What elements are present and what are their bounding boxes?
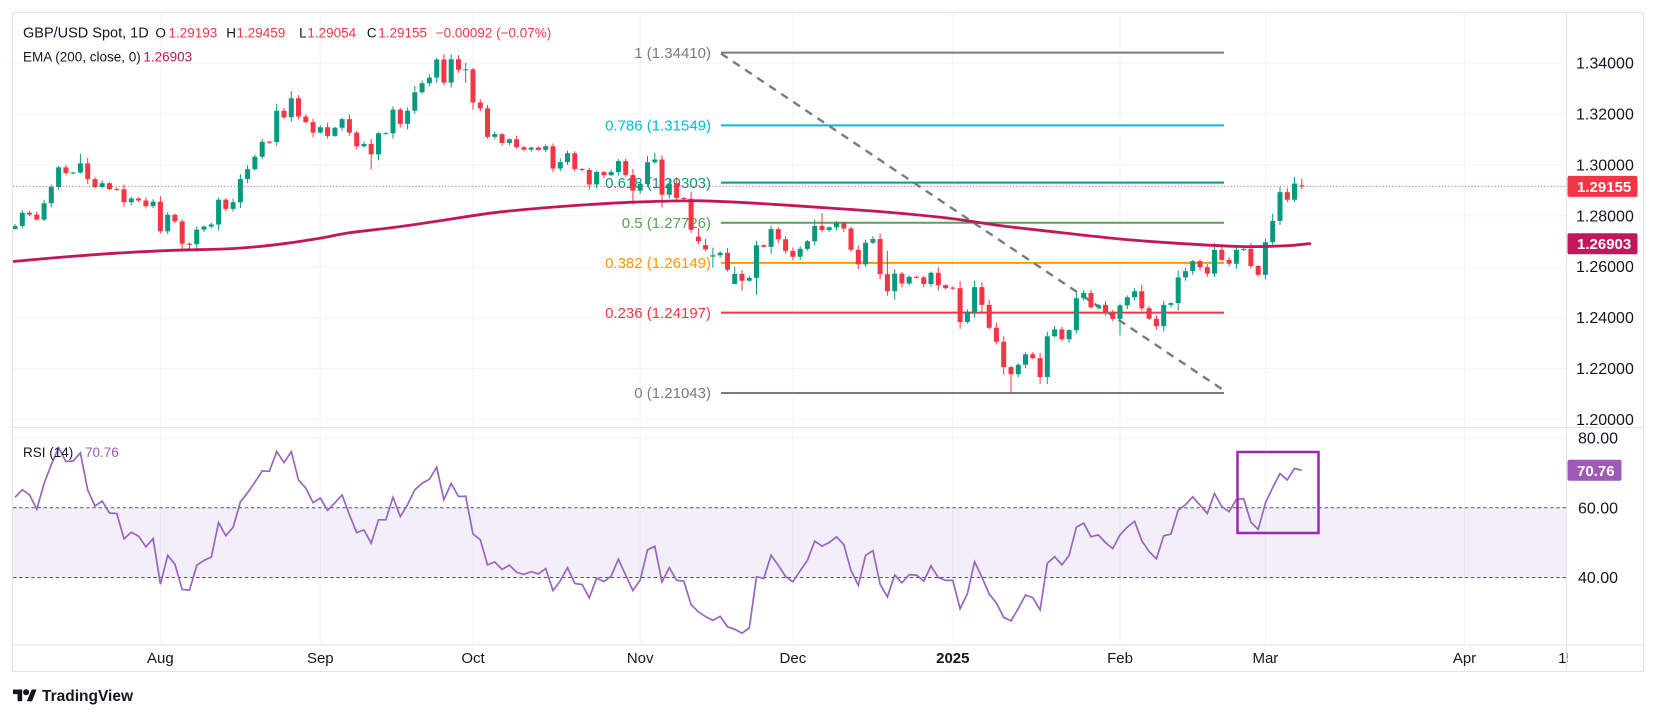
svg-text:1.22000: 1.22000 bbox=[1576, 361, 1634, 378]
svg-text:2025: 2025 bbox=[936, 650, 969, 667]
svg-text:1.29459: 1.29459 bbox=[237, 26, 286, 41]
svg-text:1.26903: 1.26903 bbox=[1577, 236, 1631, 253]
svg-text:L: L bbox=[299, 26, 307, 41]
svg-text:RSI (14): RSI (14) bbox=[23, 445, 73, 460]
svg-text:1.29054: 1.29054 bbox=[307, 26, 356, 41]
svg-text:60.00: 60.00 bbox=[1578, 500, 1618, 517]
svg-text:0.786 (1.31549): 0.786 (1.31549) bbox=[605, 118, 711, 135]
svg-text:−0.00092 (−0.07%): −0.00092 (−0.07%) bbox=[436, 26, 552, 41]
svg-text:Mar: Mar bbox=[1252, 650, 1278, 667]
svg-text:0.382 (1.26149): 0.382 (1.26149) bbox=[605, 255, 711, 272]
svg-text:1.26000: 1.26000 bbox=[1576, 259, 1634, 276]
svg-text:Oct: Oct bbox=[461, 650, 485, 667]
svg-text:70.76: 70.76 bbox=[1577, 463, 1615, 480]
svg-text:40.00: 40.00 bbox=[1578, 570, 1618, 587]
svg-text:0 (1.21043): 0 (1.21043) bbox=[634, 385, 711, 402]
svg-text:70.76: 70.76 bbox=[85, 445, 119, 460]
svg-text:1.28000: 1.28000 bbox=[1576, 208, 1634, 225]
svg-text:Aug: Aug bbox=[147, 650, 174, 667]
svg-text:Dec: Dec bbox=[780, 650, 807, 667]
svg-text:1.29193: 1.29193 bbox=[169, 26, 218, 41]
svg-text:1.29155: 1.29155 bbox=[1577, 179, 1631, 196]
svg-text:1.24000: 1.24000 bbox=[1576, 310, 1634, 327]
svg-text:GBP/USD Spot, 1D: GBP/USD Spot, 1D bbox=[23, 26, 149, 42]
svg-text:80.00: 80.00 bbox=[1578, 431, 1618, 448]
svg-text:C: C bbox=[367, 26, 377, 41]
svg-text:0.5 (1.27726): 0.5 (1.27726) bbox=[622, 215, 711, 232]
svg-text:Nov: Nov bbox=[627, 650, 654, 667]
svg-text:0.618 (1.29303): 0.618 (1.29303) bbox=[605, 175, 711, 192]
svg-text:1.26903: 1.26903 bbox=[143, 50, 192, 65]
svg-text:EMA (200, close, 0): EMA (200, close, 0) bbox=[23, 50, 141, 65]
svg-text:1 (1.34410): 1 (1.34410) bbox=[634, 45, 711, 62]
svg-text:15: 15 bbox=[1558, 650, 1575, 667]
svg-text:1.32000: 1.32000 bbox=[1576, 107, 1634, 124]
svg-text:TradingView: TradingView bbox=[42, 688, 134, 705]
svg-text:0.236 (1.24197): 0.236 (1.24197) bbox=[605, 305, 711, 322]
svg-text:1.30000: 1.30000 bbox=[1576, 157, 1634, 174]
svg-text:Feb: Feb bbox=[1107, 650, 1133, 667]
svg-text:1.34000: 1.34000 bbox=[1576, 56, 1634, 73]
svg-text:Apr: Apr bbox=[1453, 650, 1476, 667]
svg-text:1.20000: 1.20000 bbox=[1576, 412, 1634, 429]
svg-text:O: O bbox=[155, 26, 166, 41]
svg-text:H: H bbox=[226, 26, 236, 41]
svg-text:Sep: Sep bbox=[307, 650, 334, 667]
svg-text:1.29155: 1.29155 bbox=[378, 26, 427, 41]
